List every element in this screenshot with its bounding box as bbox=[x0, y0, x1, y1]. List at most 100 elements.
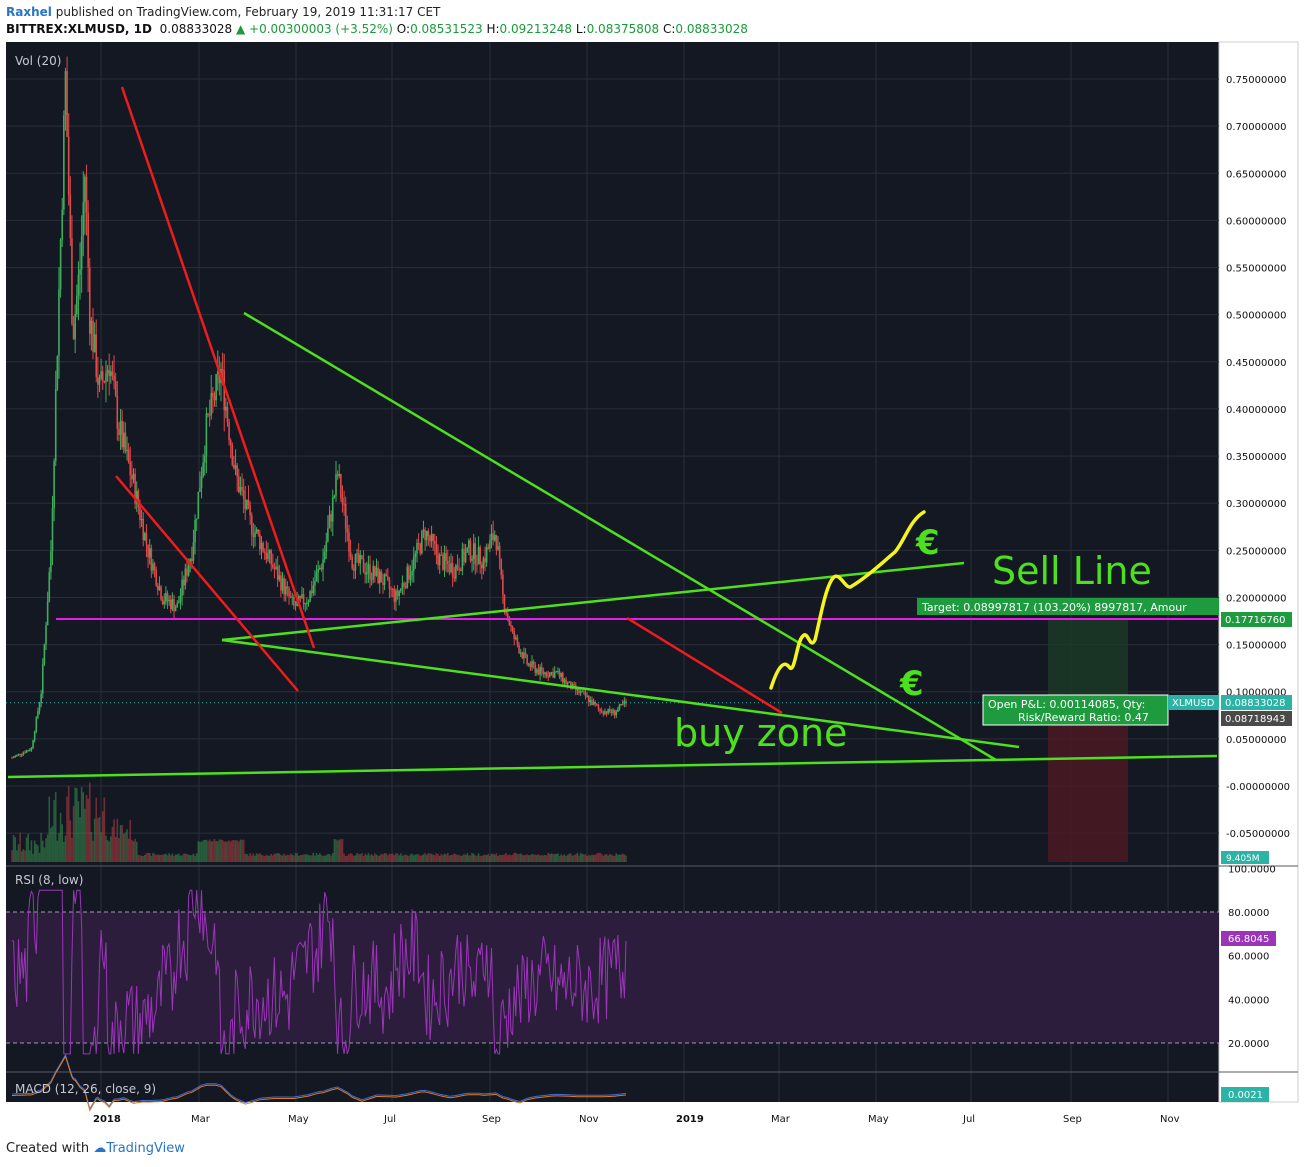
volume-bar bbox=[87, 798, 89, 862]
volume-bar bbox=[322, 855, 324, 862]
volume-bar bbox=[145, 853, 148, 862]
target-price-label: 0.17716760 bbox=[1225, 615, 1285, 626]
candle-body bbox=[127, 449, 130, 463]
volume-bar bbox=[226, 841, 229, 862]
volume-bar bbox=[247, 855, 250, 862]
chart-svg[interactable]: 0.75000000 0.70000000 0.65000000 0.60000000… bbox=[0, 0, 1305, 1135]
volume-bar bbox=[254, 855, 256, 862]
volume-bar bbox=[293, 855, 295, 862]
time-tick-label: Nov bbox=[579, 1114, 599, 1125]
volume-bar bbox=[320, 854, 323, 862]
volume-bar bbox=[513, 852, 515, 862]
candle-body bbox=[576, 688, 579, 691]
volume-bar bbox=[553, 854, 556, 862]
euro-annotation-upper[interactable]: € bbox=[915, 523, 940, 563]
rsi-indicator-label[interactable]: RSI (8, low) bbox=[15, 873, 83, 887]
long-term-support-line bbox=[7, 754, 1218, 779]
candle-body bbox=[100, 371, 102, 379]
volume-bar bbox=[419, 855, 422, 862]
sell-line-annotation[interactable]: Sell Line bbox=[992, 549, 1152, 593]
volume-bar bbox=[539, 855, 541, 862]
volume-bar bbox=[443, 853, 446, 862]
candle-body bbox=[72, 323, 75, 340]
candle-body bbox=[353, 568, 355, 571]
volume-bar bbox=[17, 844, 20, 862]
price-tick-label: 0.55000000 bbox=[1226, 264, 1286, 275]
candle-body bbox=[225, 406, 227, 411]
red-short-downtrend bbox=[626, 616, 783, 715]
candle-body bbox=[545, 672, 548, 677]
footer-brand[interactable]: TradingView bbox=[106, 1141, 185, 1156]
pnl-box[interactable] bbox=[982, 694, 1169, 726]
candle-body bbox=[544, 672, 546, 675]
volume-bar bbox=[529, 854, 532, 862]
volume-bar bbox=[35, 844, 38, 862]
candle-body bbox=[281, 578, 284, 591]
volume-bar bbox=[390, 853, 392, 862]
volume-bar bbox=[432, 854, 434, 862]
volume-bar bbox=[353, 855, 355, 862]
volume-bar bbox=[344, 855, 347, 862]
volume-bar bbox=[304, 854, 307, 862]
candle-body bbox=[160, 586, 162, 600]
volume-bar bbox=[492, 853, 494, 862]
rsi-tick-label: 40.0000 bbox=[1228, 995, 1269, 1006]
volume-bar bbox=[518, 853, 520, 862]
tradingview-logo-icon[interactable]: ☁ bbox=[93, 1141, 107, 1156]
target-box[interactable] bbox=[917, 598, 1219, 615]
publish-info: published on TradingView.com, February 1… bbox=[55, 5, 441, 19]
candle-body bbox=[95, 334, 98, 377]
volume-bar bbox=[210, 841, 213, 862]
volume-bar bbox=[238, 841, 240, 862]
volume-bar bbox=[464, 854, 467, 862]
candle-body bbox=[422, 529, 425, 532]
author-name[interactable]: Raxhel bbox=[6, 5, 52, 19]
volume-bar bbox=[312, 852, 315, 862]
volume-bar bbox=[374, 853, 376, 862]
candle-body bbox=[173, 599, 175, 612]
buy-zone-annotation[interactable]: buy zone bbox=[674, 711, 847, 755]
candle-body bbox=[114, 381, 117, 396]
candle-body bbox=[563, 679, 566, 683]
volume-bar bbox=[260, 854, 263, 862]
time-tick-label: 2019 bbox=[676, 1114, 704, 1125]
volume-bar bbox=[236, 840, 238, 862]
volume-bar bbox=[487, 853, 490, 862]
candle-body bbox=[16, 754, 18, 756]
candle-body bbox=[142, 518, 145, 540]
candle-body bbox=[58, 289, 60, 357]
volume-bar bbox=[100, 832, 102, 862]
candle-body bbox=[378, 571, 381, 584]
candle-body bbox=[469, 540, 472, 561]
volume-bar bbox=[284, 855, 287, 862]
candle-body bbox=[364, 572, 366, 575]
volume-bar bbox=[59, 812, 62, 862]
volume-bar bbox=[579, 853, 582, 862]
volume-bar bbox=[469, 855, 472, 862]
volume-bar bbox=[599, 852, 601, 862]
candle-body bbox=[314, 581, 316, 586]
volume-bar bbox=[600, 854, 603, 862]
candle-body bbox=[280, 575, 282, 591]
volume-bar bbox=[116, 818, 119, 862]
candle-body bbox=[555, 671, 558, 673]
macd-indicator-label[interactable]: MACD (12, 26, close, 9) bbox=[15, 1082, 156, 1096]
candle-body bbox=[260, 542, 263, 550]
candle-body bbox=[319, 567, 321, 569]
volume-bar bbox=[194, 855, 196, 862]
euro-annotation-lower[interactable]: € bbox=[899, 664, 924, 704]
vol-indicator-label[interactable]: Vol (20) bbox=[15, 54, 61, 68]
candle-body bbox=[179, 595, 182, 602]
volume-bar bbox=[265, 854, 268, 862]
volume-bar bbox=[516, 854, 519, 862]
candle-body bbox=[59, 239, 62, 290]
candle-body bbox=[134, 473, 136, 504]
volume-bar bbox=[309, 855, 311, 862]
candle-body bbox=[508, 617, 511, 626]
volume-bar bbox=[24, 850, 26, 862]
volume-bar bbox=[341, 839, 344, 862]
volume-bar bbox=[155, 854, 157, 862]
candle-body bbox=[495, 535, 498, 550]
loss-zone bbox=[1048, 703, 1128, 862]
candle-body bbox=[560, 672, 562, 677]
